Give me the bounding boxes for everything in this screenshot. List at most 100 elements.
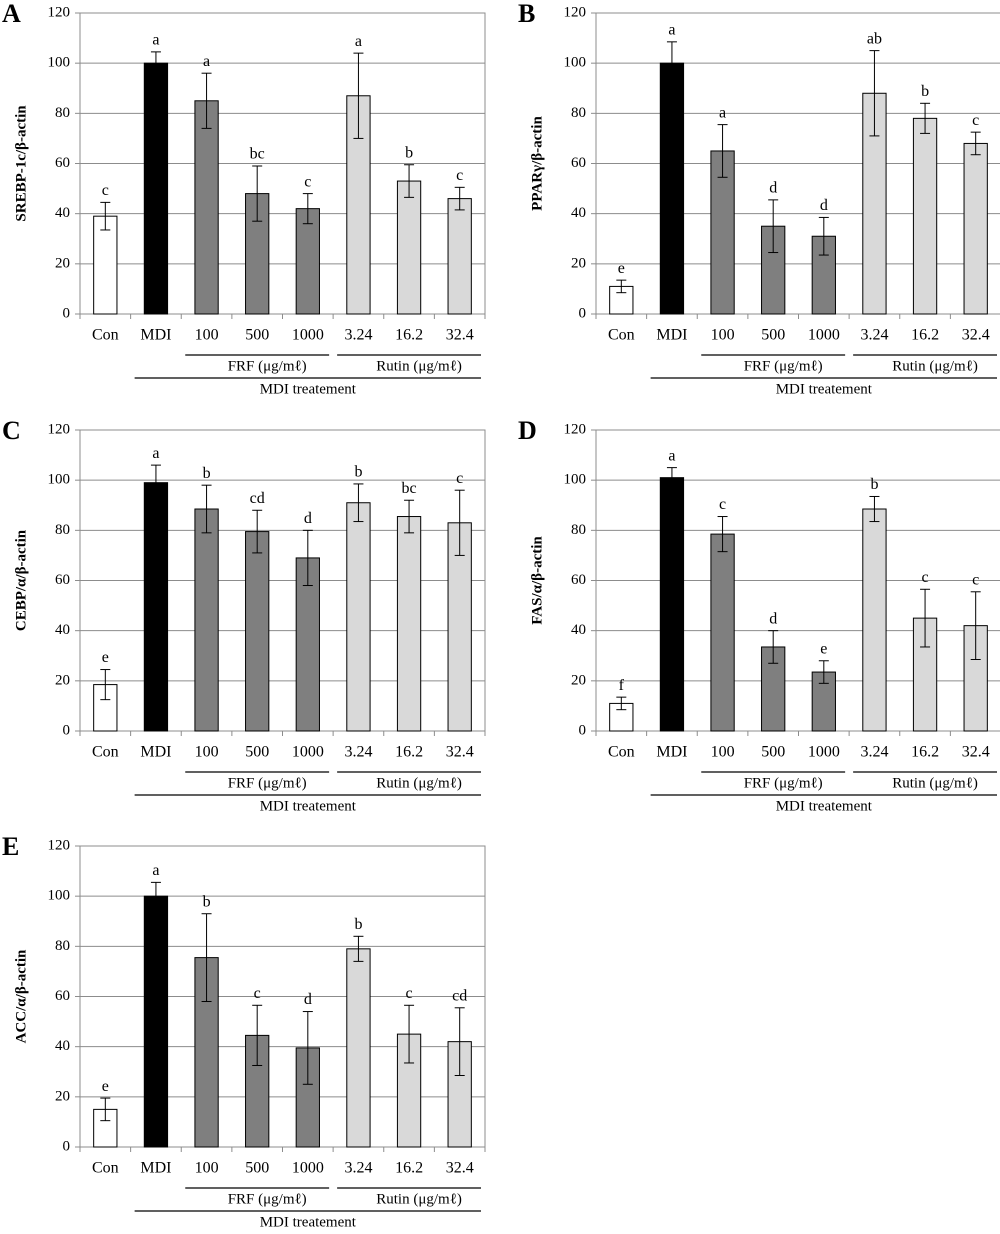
error-bar — [454, 186, 465, 211]
x-tick-label: 100 — [195, 1160, 219, 1177]
bar — [963, 142, 988, 315]
y-tick-label: 20 — [571, 672, 586, 688]
y-tick-label: 0 — [579, 722, 587, 738]
y-tick-label: 40 — [571, 205, 586, 221]
y-tick-label: 0 — [63, 305, 71, 321]
y-tick-label: 60 — [571, 155, 586, 171]
error-bar — [920, 588, 931, 648]
panel: B PPARγ/β-actin 0 20 40 60 80 100 120 e Con a MDI a 10… — [518, 0, 1000, 397]
y-tick-label: 40 — [55, 1038, 70, 1054]
significance-letter: c — [456, 167, 463, 184]
significance-letter: c — [456, 470, 463, 487]
panel: A SREBP-1c/β-actin 0 20 40 60 80 100 120 c Con a MDI… — [2, 0, 486, 397]
group-label: FRF (μg/mℓ) — [228, 775, 307, 791]
x-tick-label: Con — [92, 327, 119, 344]
x-tick-label: 3.24 — [344, 744, 372, 761]
x-tick-label: 32.4 — [962, 327, 990, 344]
x-tick-label: MDI — [656, 327, 687, 344]
group-label: Rutin (μg/mℓ) — [892, 775, 978, 791]
bar — [245, 531, 270, 732]
bar — [143, 62, 169, 315]
x-tick-label: MDI — [140, 327, 171, 344]
significance-letter: d — [304, 510, 312, 527]
x-tick-label: 3.24 — [344, 1160, 372, 1177]
y-tick-label: 0 — [63, 722, 71, 738]
error-bar — [150, 51, 161, 75]
significance-letter: b — [354, 916, 362, 933]
significance-letter: b — [921, 83, 929, 100]
x-tick-label: 100 — [711, 327, 735, 344]
x-tick-label: 16.2 — [911, 327, 939, 344]
bar — [143, 482, 169, 732]
y-tick-label: 100 — [48, 472, 71, 488]
error-bar — [353, 483, 364, 523]
x-tick-label: MDI — [656, 744, 687, 761]
significance-letter: c — [406, 985, 413, 1002]
error-bar — [404, 499, 415, 534]
y-tick-label: 20 — [55, 255, 70, 271]
error-bar — [252, 509, 263, 554]
x-tick-label: 16.2 — [395, 1160, 423, 1177]
y-tick-label: 60 — [55, 572, 70, 588]
x-tick-label: 500 — [245, 744, 269, 761]
y-tick-label: 80 — [571, 105, 586, 121]
error-bar — [454, 489, 465, 556]
group-label: MDI treatement — [260, 1214, 357, 1229]
y-tick-label: 0 — [63, 1138, 71, 1154]
y-tick-label: 80 — [571, 522, 586, 538]
x-tick-label: 32.4 — [446, 327, 474, 344]
bar — [710, 533, 735, 732]
bar — [194, 100, 219, 315]
significance-letter: c — [719, 496, 726, 513]
x-tick-label: 3.24 — [344, 327, 372, 344]
x-tick-label: MDI — [140, 1160, 171, 1177]
y-axis-label: SREBP-1c/β-actin — [13, 105, 29, 222]
y-tick-label: 80 — [55, 938, 70, 954]
panel-label: D — [518, 416, 537, 445]
error-bar — [404, 164, 415, 198]
error-bar — [717, 516, 728, 553]
x-tick-label: Con — [608, 744, 635, 761]
bar — [447, 198, 472, 315]
x-tick-label: 500 — [761, 327, 785, 344]
significance-letter: c — [102, 182, 109, 199]
error-bar — [353, 52, 364, 139]
significance-letter: a — [668, 22, 675, 39]
error-bar — [454, 1007, 465, 1077]
x-tick-label: 16.2 — [911, 744, 939, 761]
error-bar — [768, 199, 779, 254]
error-bar — [201, 913, 212, 1003]
significance-letter: a — [203, 53, 210, 70]
significance-letter: cd — [452, 987, 467, 1004]
group-label: MDI treatement — [260, 381, 357, 397]
group-label: Rutin (μg/mℓ) — [376, 358, 462, 374]
y-tick-label: 40 — [55, 205, 70, 221]
x-tick-label: 100 — [195, 327, 219, 344]
x-tick-label: 3.24 — [860, 744, 888, 761]
panel-label: B — [518, 0, 535, 28]
x-tick-label: 32.4 — [446, 1160, 474, 1177]
significance-letter: ab — [867, 30, 882, 47]
x-tick-label: 32.4 — [962, 744, 990, 761]
y-tick-label: 80 — [55, 522, 70, 538]
x-tick-label: 500 — [245, 327, 269, 344]
error-bar — [666, 467, 677, 489]
group-label: MDI treatement — [776, 381, 873, 397]
error-bar — [818, 216, 829, 256]
error-bar — [970, 131, 981, 156]
x-tick-label: 100 — [195, 744, 219, 761]
significance-letter: c — [254, 985, 261, 1002]
error-bar — [869, 495, 880, 523]
group-label: MDI treatement — [260, 798, 357, 814]
y-tick-label: 120 — [564, 421, 587, 437]
significance-letter: d — [820, 197, 828, 214]
y-tick-label: 60 — [55, 988, 70, 1004]
bar — [295, 208, 320, 315]
significance-letter: b — [870, 476, 878, 493]
error-bar — [100, 1097, 111, 1122]
y-axis-label: ACC/α/β-actin — [13, 949, 29, 1043]
group-label: Rutin (μg/mℓ) — [892, 358, 978, 374]
x-tick-label: 1000 — [292, 327, 324, 344]
y-tick-label: 0 — [579, 305, 587, 321]
error-bar — [717, 124, 728, 178]
